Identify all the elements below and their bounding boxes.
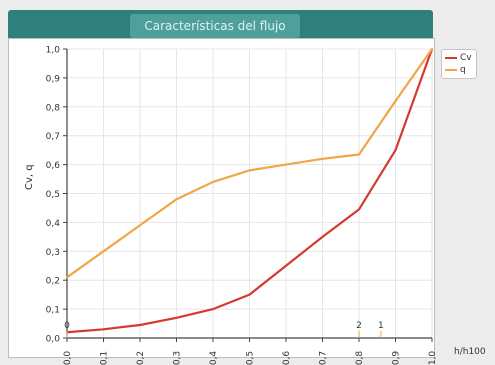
legend-swatch-q <box>445 69 457 71</box>
y-tick-label: 0,5 <box>46 190 60 200</box>
chart-title: Características del flujo <box>130 14 300 38</box>
data-point-q <box>212 181 214 183</box>
x-axis-label: h/h100 <box>454 347 486 357</box>
annotation-label: 0 <box>64 321 70 331</box>
legend-swatch-cv <box>445 57 457 59</box>
x-ticks: 0,0 0,1 0,2 0,3 0,4 0,5 0,6 0,7 0,8 0,9 1,0 <box>63 338 438 365</box>
series-group <box>66 48 434 334</box>
data-point-cv <box>394 149 397 152</box>
data-point-cv <box>248 293 251 296</box>
data-point-q <box>321 157 324 160</box>
y-axis-label: Cv, q <box>24 164 35 190</box>
x-tick-label: 0,1 <box>100 351 110 365</box>
data-point-q <box>102 250 105 253</box>
y-tick-label: 0,8 <box>46 103 61 113</box>
data-point-cv <box>358 208 360 211</box>
x-tick-label: 0,4 <box>209 351 219 365</box>
data-point-cv <box>321 235 324 238</box>
grid-lines <box>66 48 433 339</box>
data-point-cv <box>175 316 178 319</box>
data-point-cv <box>102 328 105 331</box>
y-tick-label: 0,3 <box>46 248 60 258</box>
x-tick-label: 0,7 <box>319 351 329 365</box>
data-point-cv <box>212 308 214 310</box>
x-tick-label: 0,8 <box>355 351 365 365</box>
data-point-q <box>358 153 360 156</box>
legend-label-q: q <box>460 65 466 75</box>
y-tick-label: 0,0 <box>46 335 61 345</box>
y-tick-label: 0,9 <box>46 74 61 84</box>
legend-label-cv: Cv <box>460 53 472 63</box>
y-tick-label: 0,6 <box>46 161 61 171</box>
data-point-q <box>175 198 178 201</box>
data-point-q <box>431 48 433 50</box>
data-point-q <box>66 276 68 279</box>
y-tick-label: 0,2 <box>46 277 60 287</box>
annotation-label: 1 <box>378 321 384 331</box>
y-tick-label: 0,4 <box>46 219 61 229</box>
x-tick-label: 1,0 <box>428 351 438 365</box>
annotations: 2 1 0 <box>64 321 384 338</box>
y-tick-label: 1,0 <box>46 46 61 56</box>
x-tick-label: 0,6 <box>282 351 292 365</box>
data-point-q <box>139 224 141 227</box>
y-tick-label: 0,1 <box>46 306 60 316</box>
y-tick-label: 0,7 <box>46 132 60 142</box>
data-point-cv <box>139 324 141 326</box>
annotation-label: 2 <box>356 321 362 331</box>
y-ticks: 0,0 0,1 0,2 0,3 0,4 0,5 0,6 0,7 0,8 0,9 1,0 <box>46 46 67 345</box>
data-point-q <box>285 163 287 166</box>
data-point-q <box>394 100 397 102</box>
x-tick-label: 0,2 <box>136 351 146 365</box>
legend: Cv q <box>441 49 477 79</box>
data-point-cv <box>285 264 287 267</box>
x-tick-label: 0,9 <box>392 351 402 365</box>
x-tick-label: 0,0 <box>63 351 73 365</box>
data-point-q <box>248 169 251 172</box>
x-tick-label: 0,3 <box>173 351 183 365</box>
x-tick-label: 0,5 <box>246 351 256 365</box>
